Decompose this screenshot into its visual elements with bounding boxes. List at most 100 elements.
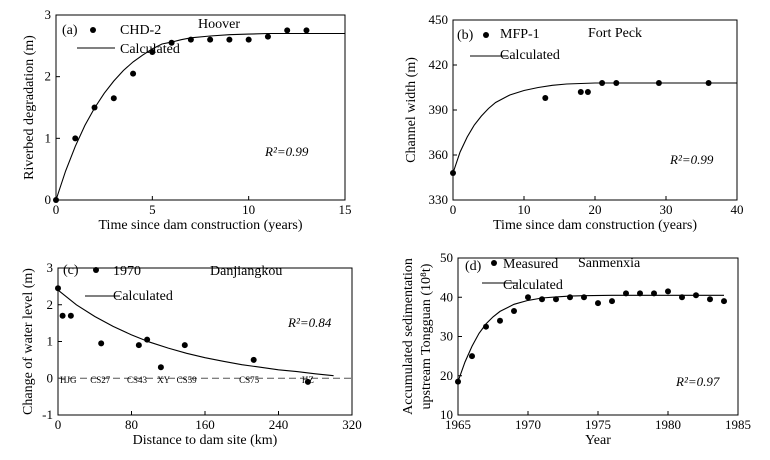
y-tick-label: 3 — [45, 7, 52, 22]
y-tick-label: 30 — [440, 329, 453, 344]
y-axis-title: Change of water level (m) — [21, 268, 36, 415]
measured-point — [59, 312, 66, 319]
measured-point — [577, 89, 584, 95]
measured-point — [245, 36, 252, 43]
r-squared-label: R²=0.97 — [675, 374, 720, 389]
measured-point — [303, 27, 310, 34]
measured-point — [91, 104, 98, 111]
x-tick-label: 240 — [269, 417, 289, 432]
measured-point — [157, 364, 164, 371]
y-tick-label: 2 — [47, 297, 54, 312]
y-tick-label: 360 — [429, 147, 449, 162]
x-tick-label: 15 — [339, 202, 352, 217]
legend-label-calculated: Calculated — [503, 278, 563, 293]
legend-marker-measured — [483, 32, 489, 38]
r-squared-label: R²=0.84 — [287, 315, 332, 330]
calculated-curve — [452, 82, 737, 174]
r-squared-label: R²=0.99 — [264, 144, 309, 159]
y-axis-title: Riverbed degradation (m) — [22, 35, 37, 180]
x-tick-label: 1965 — [445, 417, 471, 432]
y-tick-label: 1 — [45, 130, 52, 145]
measured-point — [584, 89, 591, 95]
measured-point — [207, 36, 214, 43]
measured-point — [637, 290, 643, 297]
x-tick-label: 320 — [342, 417, 362, 432]
legend-label-calculated: Calculated — [500, 48, 560, 63]
site-title: Fort Peck — [588, 26, 642, 41]
station-label: CS27 — [90, 375, 111, 385]
measured-point — [226, 36, 233, 43]
panel-a-hoover: 0 5 10 15 0 1 2 3 Time since dam construction (y… — [22, 7, 352, 233]
plot-frame — [55, 14, 346, 201]
plot-frame — [452, 19, 738, 201]
plot-frame — [457, 257, 739, 416]
legend-label-measured: 1970 — [113, 264, 141, 279]
y-axis-title-line1: Accumulated sedimentation — [401, 258, 416, 415]
measured-point — [609, 298, 615, 305]
measured-point — [613, 80, 620, 86]
measured-point — [135, 342, 142, 349]
y-axis-title-line2: upstream Tongguan (10⁸t) — [419, 263, 434, 409]
measured-point — [149, 49, 156, 55]
measured-point — [542, 95, 549, 101]
y-axis-title: Channel width (m) — [404, 57, 419, 163]
x-tick-label: 0 — [53, 202, 60, 217]
measured-point — [623, 290, 629, 297]
x-tick-label: 160 — [195, 417, 215, 432]
measured-point — [721, 298, 727, 305]
site-title: Hoover — [198, 17, 240, 32]
measured-point — [181, 342, 188, 349]
measured-point — [665, 288, 671, 295]
y-tick-label: 390 — [429, 102, 449, 117]
measured-point — [511, 307, 517, 314]
x-tick-label: 20 — [589, 202, 602, 217]
measured-point — [264, 33, 271, 40]
station-label: CS43 — [127, 375, 148, 385]
x-tick-label: 10 — [518, 202, 531, 217]
site-title: Danjiangkou — [210, 264, 282, 279]
station-label: CS59 — [177, 375, 198, 385]
panel-label: (b) — [457, 28, 474, 43]
x-tick-label: 5 — [149, 202, 156, 217]
legend-label-measured: Measured — [503, 257, 558, 272]
y-tick-label: 450 — [429, 12, 449, 27]
legend-marker-measured — [491, 260, 497, 266]
calculated-curve — [55, 32, 345, 201]
station-label: XY — [157, 375, 170, 385]
measured-point — [72, 135, 79, 142]
y-tick-label: 2 — [45, 69, 52, 84]
legend-label-measured: CHD-2 — [120, 23, 161, 38]
measured-point — [599, 80, 606, 86]
station-label: CS75 — [239, 375, 260, 385]
calculated-curve — [457, 294, 724, 382]
measured-point — [567, 294, 573, 301]
legend-marker-measured — [90, 27, 96, 33]
measured-point — [187, 36, 194, 43]
measured-point — [595, 300, 601, 307]
measured-point — [450, 170, 456, 176]
measured-point — [651, 290, 657, 297]
y-tick-label: 3 — [47, 260, 54, 275]
station-label: HZ — [302, 375, 314, 385]
x-axis-title: Time since dam construction (years) — [99, 218, 303, 233]
measured-point — [483, 323, 489, 330]
legend-label-calculated: Calculated — [113, 289, 173, 304]
measured-point — [130, 70, 137, 77]
measured-point — [655, 80, 662, 86]
y-tick-label: 330 — [429, 192, 449, 207]
panel-label: (a) — [62, 23, 78, 38]
panel-label: (c) — [63, 263, 79, 278]
y-tick-label: 40 — [440, 289, 453, 304]
measured-point — [55, 285, 61, 292]
calculated-curve — [57, 289, 334, 377]
measured-point — [679, 294, 685, 301]
y-tick-label: 0 — [45, 192, 52, 207]
panel-d-sanmenxia: 1965 1970 1975 1980 1985 10 20 30 40 50 Year Accumu… — [401, 250, 751, 448]
measured-point — [168, 39, 175, 46]
x-tick-label: 40 — [731, 202, 744, 217]
measured-point — [304, 378, 311, 385]
measured-point — [284, 27, 291, 34]
y-tick-label: -1 — [42, 407, 53, 422]
